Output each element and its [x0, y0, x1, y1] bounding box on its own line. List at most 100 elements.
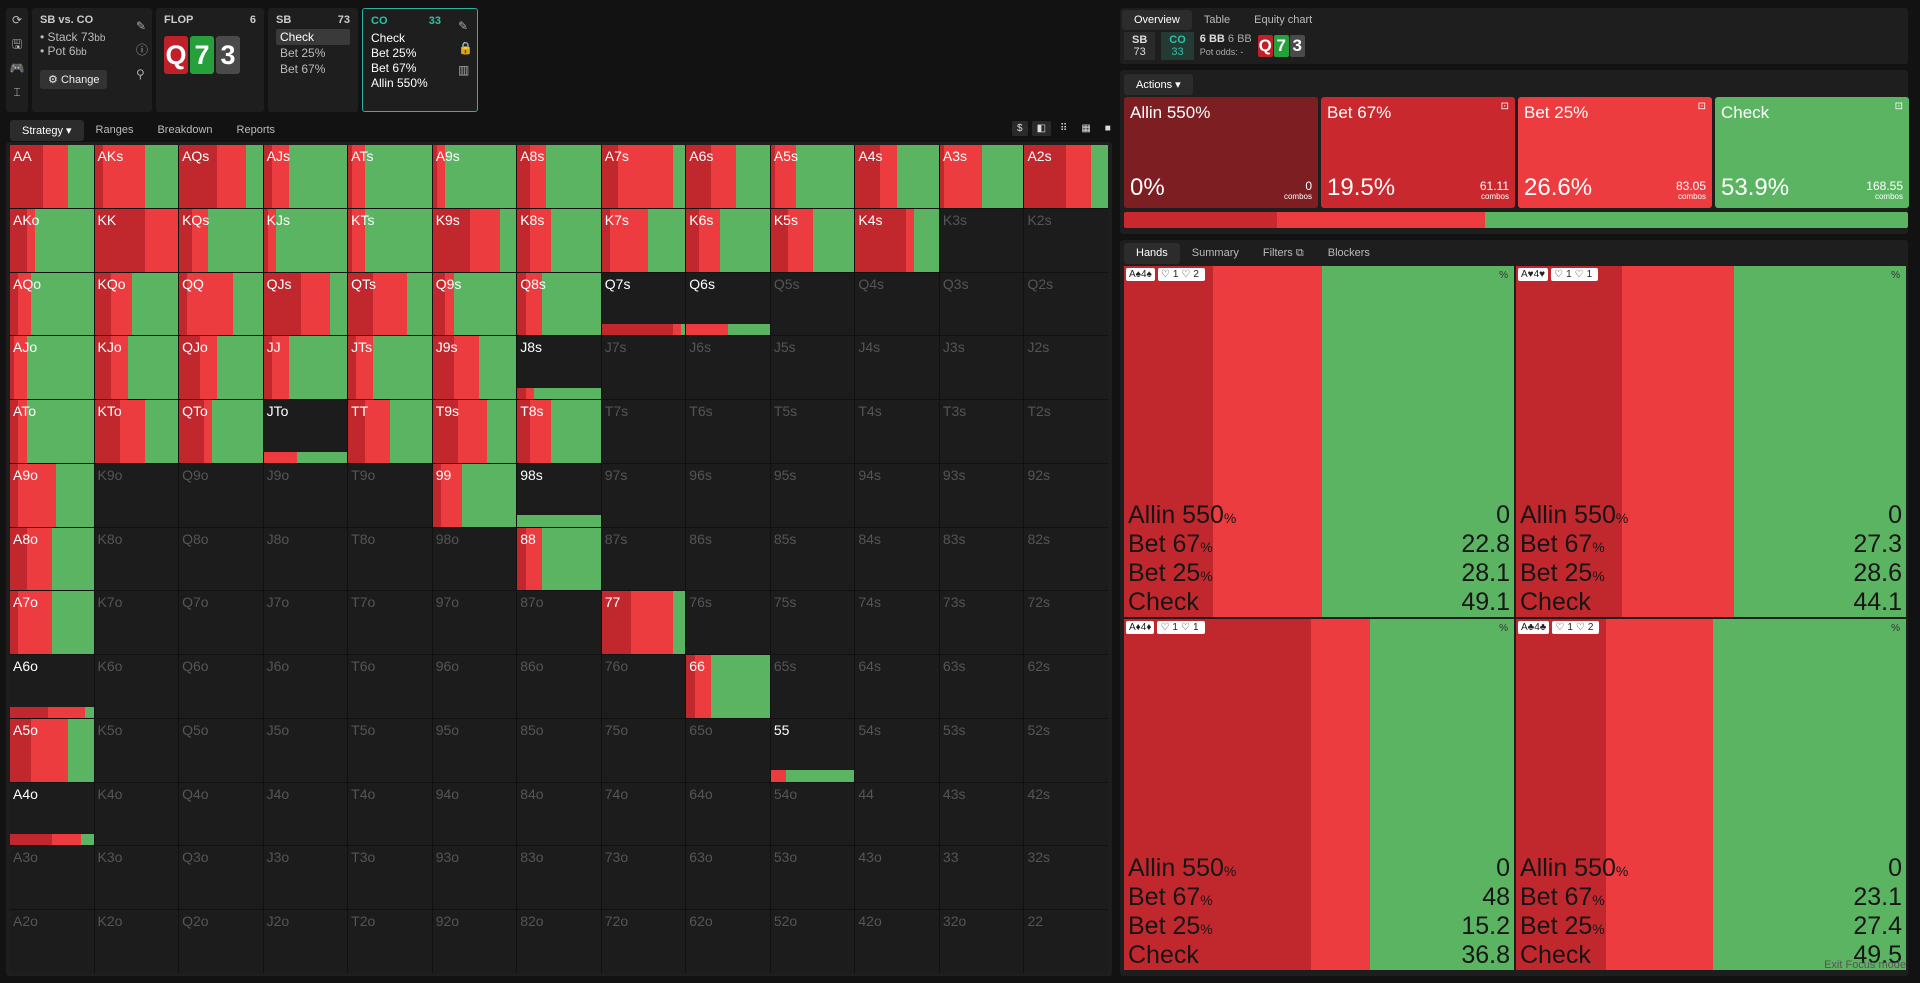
contrast-icon[interactable]: ◧	[1031, 121, 1052, 136]
hand-cell[interactable]: 73o	[601, 846, 686, 910]
hand-cell[interactable]: 66	[686, 655, 770, 718]
hand-cell[interactable]: TT	[348, 400, 432, 463]
hand-cell[interactable]: K8o	[94, 527, 179, 591]
hand-cell[interactable]: QJo	[179, 336, 263, 400]
hand-cell[interactable]: K3s	[939, 208, 1024, 272]
hand-cell[interactable]: 22	[1024, 910, 1108, 973]
hand-cell[interactable]: KJs	[263, 208, 348, 272]
square-icon[interactable]: ■	[1104, 123, 1111, 134]
hand-cell[interactable]: 53o	[770, 846, 855, 910]
hand-cell[interactable]: J7o	[263, 591, 348, 655]
hand-cell[interactable]: K6o	[94, 655, 179, 718]
hand-cell[interactable]: 52s	[1024, 718, 1108, 782]
hand-combo-card[interactable]: A♠4♠ ♡ 1 ♡ 2% Allin 550% 0 Bet 67% 22.8 Bet 25% 28…	[1124, 266, 1514, 617]
hand-cell[interactable]: T8s	[517, 400, 601, 463]
hand-cell[interactable]: A6s	[686, 145, 770, 208]
hand-cell[interactable]: 96s	[686, 463, 770, 527]
hand-cell[interactable]: T7o	[348, 591, 432, 655]
hand-cell[interactable]: T9o	[348, 463, 432, 527]
tab-breakdown[interactable]: Breakdown	[157, 124, 213, 136]
hand-cell[interactable]: 85s	[770, 527, 855, 591]
hand-cell[interactable]: J5s	[770, 336, 855, 400]
hand-cell[interactable]: 87o	[517, 591, 601, 655]
hand-cell[interactable]: 99	[432, 463, 517, 527]
hand-cell[interactable]: 83o	[517, 846, 601, 910]
pencil-icon[interactable]: ✎	[458, 19, 469, 33]
hand-cell[interactable]: Q4s	[855, 272, 939, 336]
co-action-check[interactable]: Check	[371, 31, 406, 45]
hand-cell[interactable]: 87s	[601, 527, 686, 591]
action-box[interactable]: Bet 25% 26.6% 83.05 combos ⊡	[1518, 97, 1712, 208]
hand-combo-card[interactable]: A♣4♣ ♡ 1 ♡ 2% Allin 550% 0 Bet 67% 23.1 Bet 25% 27…	[1516, 619, 1906, 970]
hand-cell[interactable]: 43s	[939, 782, 1024, 846]
hand-cell[interactable]: T6s	[686, 400, 770, 463]
hand-cell[interactable]: A6o	[10, 655, 94, 718]
lock-icon[interactable]: 🔒	[458, 41, 473, 55]
tab-strategy[interactable]: Strategy ▾	[10, 120, 84, 141]
hand-cell[interactable]: T8o	[348, 527, 432, 591]
hand-cell[interactable]: Q4o	[179, 782, 263, 846]
hand-cell[interactable]: 75s	[770, 591, 855, 655]
hand-cell[interactable]: J5o	[263, 718, 348, 782]
expand-icon[interactable]: ⊡	[1894, 101, 1903, 112]
hand-cell[interactable]: 43o	[855, 846, 939, 910]
hand-cell[interactable]: KTs	[348, 208, 432, 272]
hand-cell[interactable]: A2s	[1024, 145, 1108, 208]
hand-cell[interactable]: J4o	[263, 782, 348, 846]
tab-blockers[interactable]: Blockers	[1327, 247, 1370, 259]
hand-cell[interactable]: T3s	[939, 400, 1024, 463]
hand-cell[interactable]: AQo	[10, 272, 94, 336]
expand-icon[interactable]: ⊡	[1500, 101, 1509, 112]
hand-cell[interactable]: 96o	[432, 655, 517, 718]
book-icon[interactable]: ▥	[458, 63, 470, 77]
tab-summary[interactable]: Summary	[1191, 247, 1239, 259]
sb-action-bet25[interactable]: Bet 25%	[280, 46, 326, 60]
change-button[interactable]: ⚙ Change	[40, 70, 108, 89]
action-box[interactable]: Bet 67% 19.5% 61.11 combos ⊡	[1321, 97, 1515, 208]
hand-cell[interactable]: 97s	[601, 463, 686, 527]
hand-cell[interactable]: Q6o	[179, 655, 263, 718]
hand-cell[interactable]: AKs	[94, 145, 179, 208]
tab-ranges[interactable]: Ranges	[95, 124, 134, 136]
hand-cell[interactable]: 64o	[686, 782, 770, 846]
hand-cell[interactable]: Q7s	[601, 272, 686, 336]
hand-cell[interactable]: 84o	[517, 782, 601, 846]
hand-cell[interactable]: 85o	[517, 718, 601, 782]
hand-cell[interactable]: 98o	[432, 527, 517, 591]
hand-cell[interactable]: 88	[517, 527, 601, 591]
settings-icon[interactable]: ⚲	[135, 67, 145, 81]
hand-combo-card[interactable]: A♥4♥ ♡ 1 ♡ 1% Allin 550% 0 Bet 67% 27.3 Bet 25% 28…	[1516, 266, 1906, 617]
hand-cell[interactable]: A9s	[432, 145, 517, 208]
sb-action-bet67[interactable]: Bet 67%	[280, 62, 326, 76]
hand-combo-card[interactable]: A♦4♦ ♡ 1 ♡ 1% Allin 550% 0 Bet 67% 48 Bet 25% 15.2…	[1124, 619, 1514, 970]
hand-cell[interactable]: T5s	[770, 400, 855, 463]
hand-cell[interactable]: 92o	[432, 910, 517, 973]
hand-cell[interactable]: A8o	[10, 527, 94, 591]
hand-cell[interactable]: JTs	[348, 336, 432, 400]
hand-cell[interactable]: QQ	[179, 272, 263, 336]
hand-cell[interactable]: T4s	[855, 400, 939, 463]
tab-table[interactable]: Table	[1203, 14, 1231, 26]
hand-cell[interactable]: K4s	[855, 208, 939, 272]
hand-cell[interactable]: AKo	[10, 208, 94, 272]
hand-cell[interactable]: J6o	[263, 655, 348, 718]
hand-cell[interactable]: ATo	[10, 400, 94, 463]
hand-cell[interactable]: K8s	[517, 208, 601, 272]
hand-cell[interactable]: Q7o	[179, 591, 263, 655]
hand-cell[interactable]: JTo	[263, 400, 348, 463]
hand-cell[interactable]: QJs	[263, 272, 348, 336]
actions-dropdown[interactable]: Actions ▾	[1124, 74, 1193, 95]
dollar-icon[interactable]: $	[1012, 121, 1028, 136]
hand-cell[interactable]: JJ	[263, 336, 348, 400]
hand-cell[interactable]: A4s	[855, 145, 939, 208]
hand-cell[interactable]: 62o	[686, 910, 770, 973]
hand-cell[interactable]: 33	[939, 846, 1024, 910]
hand-cell[interactable]: 54o	[770, 782, 855, 846]
hand-cell[interactable]: 95o	[432, 718, 517, 782]
save-icon[interactable]: 🖫	[11, 37, 23, 51]
hand-cell[interactable]: 55	[770, 718, 855, 782]
hand-cell[interactable]: 65s	[770, 655, 855, 718]
hand-cell[interactable]: KJo	[94, 336, 179, 400]
hand-cell[interactable]: T6o	[348, 655, 432, 718]
tab-overview[interactable]: Overview	[1122, 10, 1192, 30]
